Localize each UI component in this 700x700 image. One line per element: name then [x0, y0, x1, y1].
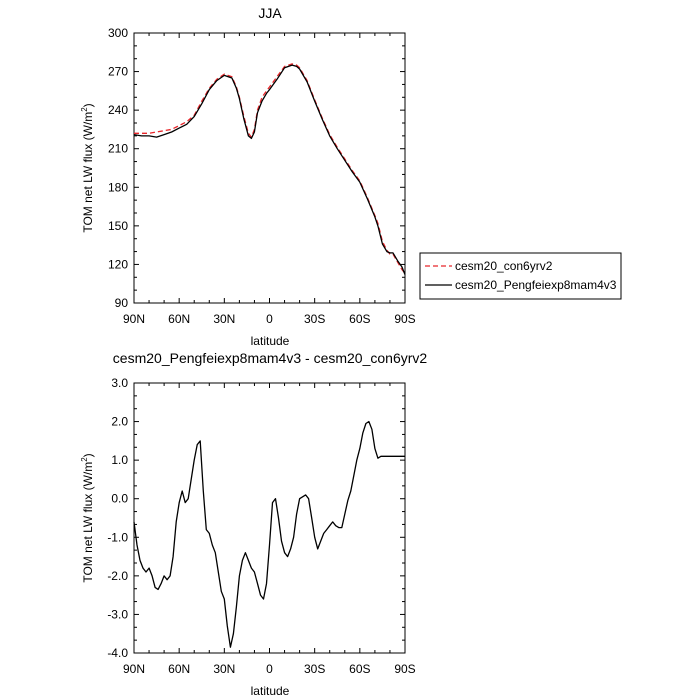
bottom-plot-frame	[133, 382, 406, 654]
top-panel: JJA 90N 60N 30N 0 30S 60S 90S 90 120 150 180 210 240…	[80, 5, 416, 348]
bottom-x-tick-label: 30N	[213, 662, 235, 676]
top-x-tick-label: 30S	[304, 312, 325, 326]
bottom-y-tick-label: -4.0	[107, 646, 128, 660]
top-x-tick-label: 90N	[123, 312, 145, 326]
top-y-axis-title: TOM net LW flux (W/m2)	[80, 103, 95, 232]
top-y-tick-label: 240	[108, 103, 128, 117]
top-chart-title: JJA	[258, 5, 282, 21]
top-x-axis-title: latitude	[251, 334, 290, 348]
top-plot-frame	[133, 32, 406, 304]
bottom-chart-title: cesm20_Pengfeiexp8mam4v3 - cesm20_con6yr…	[113, 350, 428, 366]
top-x-tick-label: 60N	[168, 312, 190, 326]
bottom-y-tick-label: -3.0	[107, 607, 128, 621]
top-y-tick-label: 210	[108, 142, 128, 156]
bottom-y-axis-title: TOM net LW flux (W/m2)	[80, 453, 95, 582]
top-series-line-1	[134, 63, 406, 274]
bottom-x-tick-label: 90S	[394, 662, 415, 676]
legend-box	[419, 252, 622, 300]
legend-label-series-2: cesm20_Pengfeiexp8mam4v3	[455, 278, 617, 292]
bottom-y-tick-label: -2.0	[107, 569, 128, 583]
bottom-x-tick-label: 90N	[123, 662, 145, 676]
top-x-tick-label: 0	[266, 312, 273, 326]
top-y-tick-label: 270	[108, 65, 128, 79]
bottom-series-line-1	[133, 420, 405, 648]
bottom-x-axis-title: latitude	[251, 684, 290, 698]
legend-label-series-1: cesm20_con6yrv2	[455, 259, 553, 273]
bottom-y-tick-label: 2.0	[111, 415, 128, 429]
top-x-tick-label: 30N	[213, 312, 235, 326]
top-series-line-2	[133, 64, 406, 275]
top-y-tick-label: 300	[108, 26, 128, 40]
top-y-tick-label: 150	[108, 219, 128, 233]
bottom-y-tick-label: -1.0	[107, 530, 128, 544]
top-y-tick-label: 180	[108, 180, 128, 194]
bottom-y-tick-label: 3.0	[111, 376, 128, 390]
bottom-x-tick-label: 60S	[349, 662, 370, 676]
bottom-y-tick-label: 0.0	[111, 492, 128, 506]
legend: cesm20_con6yrv2 cesm20_Pengfeiexp8mam4v3	[419, 252, 622, 300]
bottom-x-tick-label: 0	[266, 662, 273, 676]
top-x-tick-label: 90S	[394, 312, 415, 326]
top-x-tick-label: 60S	[349, 312, 370, 326]
top-y-tick-label: 90	[115, 296, 129, 310]
bottom-x-tick-label: 60N	[168, 662, 190, 676]
top-y-tick-label: 120	[108, 257, 128, 271]
bottom-panel: cesm20_Pengfeiexp8mam4v3 - cesm20_con6yr…	[80, 350, 427, 698]
bottom-y-tick-label: 1.0	[111, 453, 128, 467]
bottom-x-tick-label: 30S	[304, 662, 325, 676]
